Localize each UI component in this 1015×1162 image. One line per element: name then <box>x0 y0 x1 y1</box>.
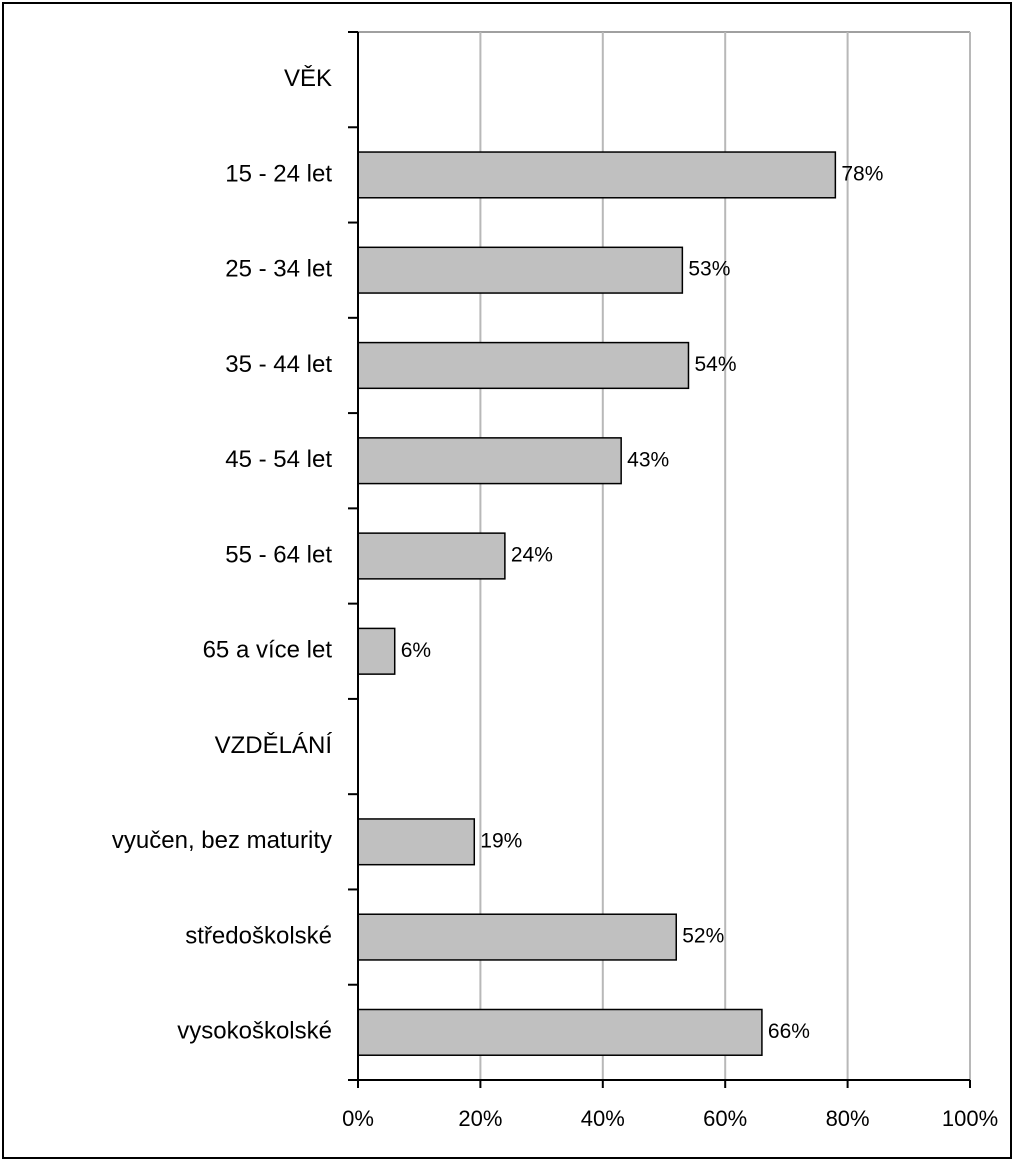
y-tick-label: středoškolské <box>185 922 332 949</box>
x-tick-label: 80% <box>826 1106 870 1131</box>
value-label: 52% <box>682 925 724 948</box>
bar <box>357 627 396 675</box>
value-label: 53% <box>688 258 730 281</box>
y-tick-label: 65 a více let <box>203 637 333 664</box>
bar <box>357 341 690 390</box>
bar <box>357 1008 763 1056</box>
bar <box>357 437 622 485</box>
bar <box>357 818 476 866</box>
bar <box>357 913 677 961</box>
y-tick-label: 25 - 34 let <box>225 256 332 283</box>
bar <box>357 246 684 294</box>
value-label: 66% <box>768 1020 810 1043</box>
y-tick-label: 35 - 44 let <box>225 351 332 378</box>
y-tick-label: 15 - 24 let <box>225 160 332 187</box>
value-label: 78% <box>841 162 883 185</box>
x-tick-label: 40% <box>581 1106 625 1131</box>
value-label: 43% <box>627 448 669 471</box>
x-tick-label: 0% <box>342 1106 374 1131</box>
x-tick-label: 60% <box>703 1106 747 1131</box>
x-tick-label: 20% <box>458 1106 502 1131</box>
y-tick-label: VZDĚLÁNÍ <box>215 732 333 759</box>
value-label: 6% <box>401 639 431 662</box>
bar <box>357 532 506 580</box>
y-tick-label: 45 - 54 let <box>225 446 332 473</box>
value-label: 19% <box>480 829 522 852</box>
value-label: 24% <box>511 544 553 567</box>
value-label: 54% <box>694 353 736 376</box>
x-tick-label: 100% <box>942 1106 998 1131</box>
y-tick-label: VĚK <box>284 65 332 92</box>
y-tick-label: vyučen, bez maturity <box>112 827 332 854</box>
y-tick-label: 55 - 64 let <box>225 541 332 568</box>
bar <box>357 151 837 199</box>
y-tick-label: vysokoškolské <box>177 1018 332 1045</box>
